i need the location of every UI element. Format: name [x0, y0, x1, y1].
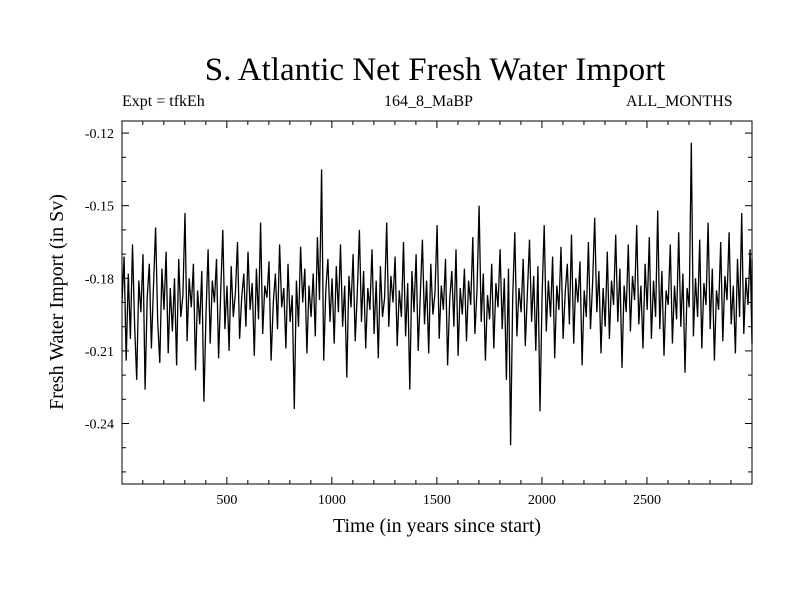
y-tick-label: -0.15 — [85, 200, 114, 215]
y-tick-label: -0.18 — [85, 272, 114, 287]
period-label: ALL_MONTHS — [626, 93, 733, 110]
experiment-label: Expt = tfkEh — [122, 93, 205, 110]
x-tick-label: 2000 — [528, 493, 556, 508]
y-tick-label: -0.21 — [85, 345, 114, 360]
x-tick-label: 1500 — [423, 493, 451, 508]
x-tick-label: 500 — [216, 493, 237, 508]
plot-frame — [121, 120, 753, 485]
y-tick-label: -0.24 — [85, 418, 114, 433]
run-label: 164_8_MaBP — [384, 93, 473, 110]
y-axis: -0.12 -0.15 -0.18 -0.21 -0.24 — [85, 127, 752, 473]
x-tick-label: 2500 — [633, 493, 661, 508]
x-axis: 500 1000 1500 2000 2500 — [142, 121, 732, 508]
x-tick-label: 1000 — [318, 493, 346, 508]
y-tick-label: -0.12 — [85, 127, 114, 142]
chart-title: S. Atlantic Net Fresh Water Import — [204, 52, 666, 88]
x-axis-title: Time (in years since start) — [333, 515, 541, 537]
series-line — [121, 142, 753, 446]
y-axis-title: Fresh Water Import (in Sv) — [46, 194, 68, 410]
